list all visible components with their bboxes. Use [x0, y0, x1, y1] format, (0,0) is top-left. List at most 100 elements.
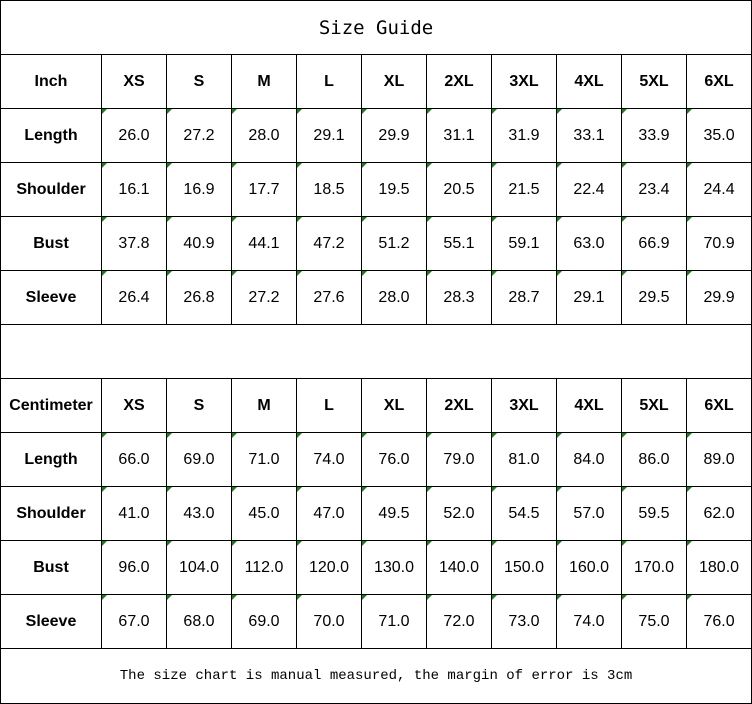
unit-header: Inch	[0, 54, 102, 109]
measurement-cell: 130.0	[361, 540, 427, 595]
size-header: XL	[361, 54, 427, 109]
measurement-cell: 59.1	[491, 216, 557, 271]
measurement-cell: 33.1	[556, 108, 622, 163]
size-header: M	[231, 54, 297, 109]
size-header: L	[296, 378, 362, 433]
measurement-cell: 44.1	[231, 216, 297, 271]
table-row: Sleeve 26.4 26.8 27.2 27.6 28.0 28.3 28.7 29.1 29…	[0, 270, 752, 325]
size-header: 4XL	[556, 378, 622, 433]
measurement-cell: 86.0	[621, 432, 687, 487]
measurement-cell: 27.2	[166, 108, 232, 163]
measurement-cell: 57.0	[556, 486, 622, 541]
measurement-cell: 27.6	[296, 270, 362, 325]
measurement-cell: 43.0	[166, 486, 232, 541]
measurement-cell: 37.8	[101, 216, 167, 271]
size-header: S	[166, 54, 232, 109]
measurement-cell: 52.0	[426, 486, 492, 541]
size-header: 3XL	[491, 54, 557, 109]
size-header: L	[296, 54, 362, 109]
table-row: Bust 96.0 104.0 112.0 120.0 130.0 140.0 150.0 16…	[0, 540, 752, 595]
measurement-cell: 17.7	[231, 162, 297, 217]
footer-row: The size chart is manual measured, the m…	[0, 648, 752, 704]
measurement-cell: 45.0	[231, 486, 297, 541]
measurement-cell: 47.2	[296, 216, 362, 271]
measurement-cell: 66.9	[621, 216, 687, 271]
table-row: Bust 37.8 40.9 44.1 47.2 51.2 55.1 59.1 63.0 66.9…	[0, 216, 752, 271]
measurement-cell: 62.0	[685, 486, 752, 541]
measurement-cell: 19.5	[361, 162, 427, 217]
measurement-cell: 28.0	[361, 270, 427, 325]
measurement-cell: 70.0	[296, 594, 362, 649]
measurement-cell: 55.1	[426, 216, 492, 271]
measurement-cell: 67.0	[101, 594, 167, 649]
measurement-cell: 76.0	[685, 594, 752, 649]
measurement-cell: 71.0	[361, 594, 427, 649]
measurement-cell: 84.0	[556, 432, 622, 487]
measurement-cell: 26.8	[166, 270, 232, 325]
measurement-cell: 28.3	[426, 270, 492, 325]
measurement-cell: 41.0	[101, 486, 167, 541]
table-row: Sleeve 67.0 68.0 69.0 70.0 71.0 72.0 73.0 74.0 75…	[0, 594, 752, 649]
size-header: 6XL	[685, 378, 752, 433]
measurement-cell: 16.1	[101, 162, 167, 217]
measurement-cell: 75.0	[621, 594, 687, 649]
measurement-cell: 20.5	[426, 162, 492, 217]
measurement-cell: 31.9	[491, 108, 557, 163]
measurement-cell: 112.0	[231, 540, 297, 595]
measurement-cell: 68.0	[166, 594, 232, 649]
footer-note: The size chart is manual measured, the m…	[0, 648, 752, 704]
size-header: 5XL	[621, 54, 687, 109]
measurement-cell: 29.1	[556, 270, 622, 325]
header-row: Centimeter XS S M L XL 2XL 3XL 4XL 5XL 6XL	[0, 378, 752, 433]
measurement-cell: 63.0	[556, 216, 622, 271]
size-header: 4XL	[556, 54, 622, 109]
measurement-label: Shoulder	[0, 162, 102, 217]
measurement-cell: 81.0	[491, 432, 557, 487]
measurement-cell: 18.5	[296, 162, 362, 217]
measurement-label: Sleeve	[0, 270, 102, 325]
measurement-cell: 120.0	[296, 540, 362, 595]
measurement-cell: 47.0	[296, 486, 362, 541]
measurement-cell: 27.2	[231, 270, 297, 325]
size-header: 6XL	[685, 54, 752, 109]
measurement-cell: 170.0	[621, 540, 687, 595]
measurement-cell: 74.0	[556, 594, 622, 649]
measurement-cell: 140.0	[426, 540, 492, 595]
measurement-cell: 26.0	[101, 108, 167, 163]
measurement-cell: 21.5	[491, 162, 557, 217]
measurement-cell: 69.0	[166, 432, 232, 487]
measurement-cell: 74.0	[296, 432, 362, 487]
measurement-cell: 180.0	[685, 540, 752, 595]
spacer-row	[0, 324, 752, 379]
measurement-cell: 31.1	[426, 108, 492, 163]
table-row: Shoulder 41.0 43.0 45.0 47.0 49.5 52.0 54.5 57.0…	[0, 486, 752, 541]
measurement-cell: 76.0	[361, 432, 427, 487]
measurement-cell: 16.9	[166, 162, 232, 217]
size-header: XS	[101, 54, 167, 109]
measurement-cell: 29.9	[361, 108, 427, 163]
measurement-label: Length	[0, 108, 102, 163]
spacer-cell	[0, 324, 752, 379]
measurement-cell: 89.0	[685, 432, 752, 487]
measurement-cell: 35.0	[685, 108, 752, 163]
measurement-cell: 72.0	[426, 594, 492, 649]
measurement-cell: 24.4	[685, 162, 752, 217]
measurement-label: Sleeve	[0, 594, 102, 649]
header-row: Inch XS S M L XL 2XL 3XL 4XL 5XL 6XL	[0, 54, 752, 109]
table-row: Length 66.0 69.0 71.0 74.0 76.0 79.0 81.0 84.0 86…	[0, 432, 752, 487]
measurement-cell: 29.1	[296, 108, 362, 163]
measurement-cell: 69.0	[231, 594, 297, 649]
measurement-cell: 96.0	[101, 540, 167, 595]
size-header: XS	[101, 378, 167, 433]
measurement-cell: 73.0	[491, 594, 557, 649]
table-row: Length 26.0 27.2 28.0 29.1 29.9 31.1 31.9 33.1 33…	[0, 108, 752, 163]
measurement-cell: 79.0	[426, 432, 492, 487]
size-header: 5XL	[621, 378, 687, 433]
size-header: XL	[361, 378, 427, 433]
measurement-label: Shoulder	[0, 486, 102, 541]
measurement-cell: 23.4	[621, 162, 687, 217]
measurement-cell: 49.5	[361, 486, 427, 541]
unit-header: Centimeter	[0, 378, 102, 433]
